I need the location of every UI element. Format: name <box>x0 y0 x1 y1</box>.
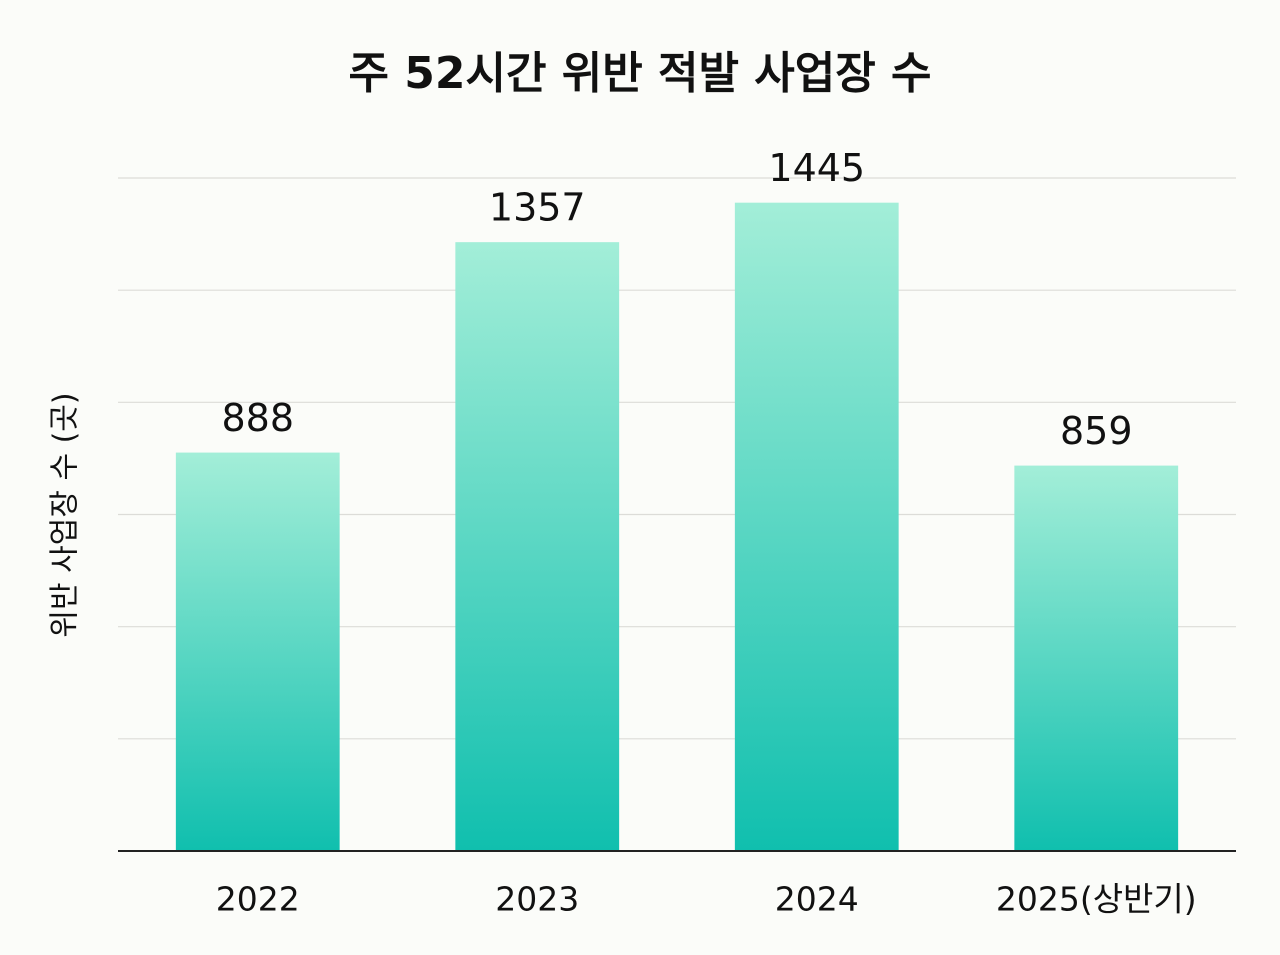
bar <box>734 202 899 852</box>
value-label: 1445 <box>768 146 865 190</box>
x-tick-label: 2024 <box>775 880 859 919</box>
x-tick-label: 2022 <box>216 880 300 919</box>
x-tick-label: 2025(상반기) <box>996 880 1197 919</box>
value-label: 1357 <box>489 186 586 230</box>
bar <box>1014 465 1179 851</box>
bar <box>455 242 620 852</box>
chart-title: 주 52시간 위반 적발 사업장 수 <box>348 48 931 99</box>
value-label: 888 <box>221 396 294 440</box>
bar <box>175 452 340 851</box>
x-tick-label: 2023 <box>495 880 579 919</box>
y-axis-label: 위반 사업장 수 (곳) <box>48 392 83 637</box>
value-label: 859 <box>1060 409 1133 453</box>
